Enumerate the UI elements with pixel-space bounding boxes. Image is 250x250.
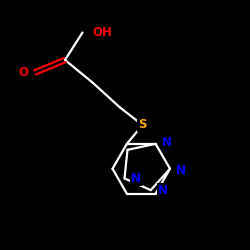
Text: OH: OH <box>92 26 112 39</box>
Text: N: N <box>131 172 141 185</box>
Text: S: S <box>138 118 147 132</box>
Text: N: N <box>176 164 186 176</box>
Text: N: N <box>158 184 168 196</box>
Text: N: N <box>162 136 172 149</box>
Text: O: O <box>19 66 29 79</box>
